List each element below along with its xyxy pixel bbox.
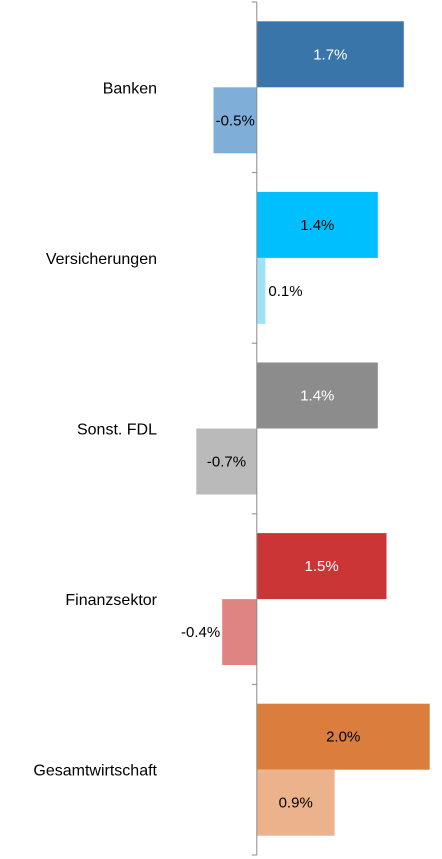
bar-versicherungen-series-1 — [256, 191, 378, 258]
bar-gesamtwirtschaft-series-1 — [256, 703, 430, 770]
bar-sonst-fdl-series-1 — [256, 362, 378, 429]
category-label-banken: Banken — [103, 80, 157, 97]
bar-sonst-fdl-series-2 — [196, 428, 257, 495]
category-label-sonst-fdl: Sonst. FDL — [77, 422, 157, 439]
bar-banken-series-1 — [256, 21, 404, 88]
value-label-versicherungen-series-2: 0.1% — [268, 283, 302, 300]
value-label-finanzsektor-series-1: 1.5% — [304, 558, 338, 575]
value-label-banken-series-1: 1.7% — [313, 46, 347, 63]
bar-finanzsektor-series-1 — [256, 533, 387, 600]
category-label-gesamtwirtschaft: Gesamtwirtschaft — [33, 763, 157, 780]
category-label-versicherungen: Versicherungen — [46, 251, 157, 268]
value-label-sonst-fdl-series-1: 1.4% — [300, 388, 334, 405]
value-label-banken-series-2: -0.5% — [216, 112, 255, 129]
bar-finanzsektor-series-2 — [222, 599, 257, 666]
value-label-gesamtwirtschaft-series-2: 0.9% — [279, 795, 313, 812]
category-labels-layer: Banken Versicherungen Sonst. FDL Finanzsekt… — [33, 80, 157, 779]
category-axis — [251, 1, 258, 856]
bar-gesamtwirtschaft-series-2 — [256, 769, 335, 836]
category-label-finanzsektor: Finanzsektor — [65, 592, 157, 609]
value-label-versicherungen-series-1: 1.4% — [300, 217, 334, 234]
value-label-finanzsektor-series-2: -0.4% — [181, 624, 220, 641]
value-labels-layer: 1.7% -0.5% 1.4% 0.1% 1.4% -0.7% 1.5% -0.4% 2.0% 0… — [181, 46, 360, 811]
bars-layer — [196, 21, 430, 836]
bar-versicherungen-series-2 — [256, 257, 266, 324]
value-label-gesamtwirtschaft-series-1: 2.0% — [326, 729, 360, 746]
bar-banken-series-2 — [213, 87, 257, 154]
value-label-sonst-fdl-series-2: -0.7% — [207, 454, 246, 471]
